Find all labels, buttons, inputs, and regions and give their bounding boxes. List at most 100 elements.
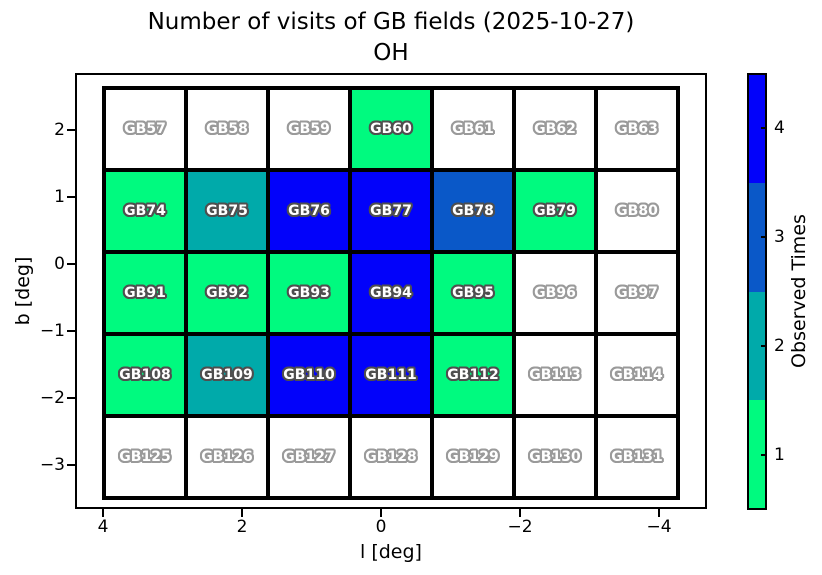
- field-label: GB63: [616, 121, 658, 137]
- field-label: GB131: [611, 449, 663, 465]
- colorbar-tick-mark: [761, 235, 767, 238]
- field-label: GB58: [206, 121, 248, 137]
- field-cell-gb128: GB128: [350, 416, 432, 498]
- field-cell-gb78: GB78: [432, 170, 514, 252]
- field-cell-gb131: GB131: [596, 416, 678, 498]
- field-label: GB112: [447, 367, 499, 383]
- field-label: GB114: [611, 367, 663, 383]
- field-label: GB130: [529, 449, 581, 465]
- field-label: GB78: [452, 203, 494, 219]
- colorbar-segment: [749, 75, 765, 184]
- field-cell-gb97: GB97: [596, 252, 678, 334]
- field-label: GB113: [529, 367, 581, 383]
- y-tick-label: −1: [39, 321, 65, 341]
- y-tick-label: 2: [54, 120, 65, 140]
- field-cell-gb109: GB109: [186, 334, 268, 416]
- field-cell-gb127: GB127: [268, 416, 350, 498]
- field-label: GB93: [288, 285, 330, 301]
- y-tick-mark: [67, 464, 75, 466]
- field-cell-gb63: GB63: [596, 88, 678, 170]
- field-label: GB60: [370, 121, 412, 137]
- y-tick-label: 0: [54, 254, 65, 274]
- field-label: GB74: [124, 203, 166, 219]
- field-label: GB109: [201, 367, 253, 383]
- field-cell-gb60: GB60: [350, 88, 432, 170]
- field-cell-gb129: GB129: [432, 416, 514, 498]
- field-label: GB80: [616, 203, 658, 219]
- chart-title: Number of visits of GB fields (2025-10-2…: [147, 9, 635, 35]
- field-cell-gb59: GB59: [268, 88, 350, 170]
- x-tick-label: −4: [646, 517, 672, 537]
- field-cell-gb76: GB76: [268, 170, 350, 252]
- field-label: GB92: [206, 285, 248, 301]
- field-label: GB96: [534, 285, 576, 301]
- field-cell-gb95: GB95: [432, 252, 514, 334]
- field-label: GB59: [288, 121, 330, 137]
- field-cell-gb93: GB93: [268, 252, 350, 334]
- field-cell-gb114: GB114: [596, 334, 678, 416]
- field-label: GB127: [283, 449, 335, 465]
- field-grid: GB57 GB58 GB59 GB60 GB61 GB62 GB63 GB74 GB75 GB76…: [102, 86, 680, 500]
- x-tick-label: 0: [375, 517, 387, 537]
- field-cell-gb96: GB96: [514, 252, 596, 334]
- y-tick-mark: [67, 263, 75, 265]
- x-tick-mark: [102, 509, 104, 517]
- field-cell-gb74: GB74: [104, 170, 186, 252]
- x-tick-label: 4: [97, 517, 109, 537]
- field-label: GB91: [124, 285, 166, 301]
- colorbar: [747, 73, 767, 510]
- y-tick-mark: [67, 397, 75, 399]
- field-cell-gb61: GB61: [432, 88, 514, 170]
- field-cell-gb94: GB94: [350, 252, 432, 334]
- field-label: GB129: [447, 449, 499, 465]
- x-tick-mark: [241, 509, 243, 517]
- y-tick-mark: [67, 196, 75, 198]
- field-label: GB97: [616, 285, 658, 301]
- field-label: GB125: [119, 449, 171, 465]
- field-cell-gb77: GB77: [350, 170, 432, 252]
- field-label: GB76: [288, 203, 330, 219]
- colorbar-label: Observed Times: [788, 214, 810, 368]
- field-label: GB110: [283, 367, 335, 383]
- plot-area: [75, 73, 707, 509]
- colorbar-tick-mark: [761, 345, 767, 348]
- field-label: GB95: [452, 285, 494, 301]
- field-label: GB126: [201, 449, 253, 465]
- x-tick-mark: [658, 509, 660, 517]
- colorbar-segment: [749, 399, 765, 508]
- y-tick-label: −3: [39, 455, 65, 475]
- field-label: GB94: [370, 285, 412, 301]
- field-label: GB108: [119, 367, 171, 383]
- y-tick-mark: [67, 129, 75, 131]
- y-tick-label: 1: [54, 187, 65, 207]
- colorbar-tick-label: 2: [774, 336, 785, 357]
- field-label: GB77: [370, 203, 412, 219]
- colorbar-tick-label: 1: [774, 445, 785, 466]
- colorbar-tick-mark: [761, 126, 767, 129]
- field-label: GB61: [452, 121, 494, 137]
- field-cell-gb110: GB110: [268, 334, 350, 416]
- colorbar-tick-mark: [761, 454, 767, 457]
- field-cell-gb58: GB58: [186, 88, 268, 170]
- field-cell-gb62: GB62: [514, 88, 596, 170]
- y-axis-label: b [deg]: [12, 256, 34, 326]
- field-label: GB62: [534, 121, 576, 137]
- field-cell-gb91: GB91: [104, 252, 186, 334]
- field-label: GB128: [365, 449, 417, 465]
- y-tick-mark: [67, 330, 75, 332]
- x-tick-mark: [380, 509, 382, 517]
- field-cell-gb92: GB92: [186, 252, 268, 334]
- field-cell-gb57: GB57: [104, 88, 186, 170]
- y-tick-label: −2: [39, 388, 65, 408]
- field-cell-gb108: GB108: [104, 334, 186, 416]
- colorbar-segment: [749, 291, 765, 400]
- x-tick-mark: [519, 509, 521, 517]
- x-tick-label: −2: [507, 517, 533, 537]
- colorbar-tick-label: 3: [774, 226, 785, 247]
- field-cell-gb113: GB113: [514, 334, 596, 416]
- field-cell-gb126: GB126: [186, 416, 268, 498]
- field-label: GB57: [124, 121, 166, 137]
- field-label: GB75: [206, 203, 248, 219]
- chart-subtitle: OH: [373, 40, 409, 66]
